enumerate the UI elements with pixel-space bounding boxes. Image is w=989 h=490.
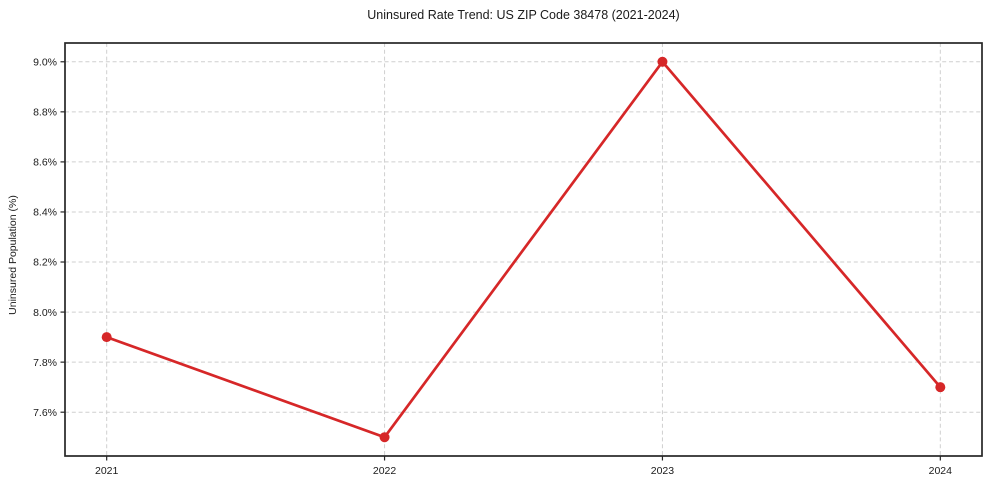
x-tick-label: 2021	[95, 465, 119, 477]
trend-line	[105, 60, 942, 439]
data-point-marker	[935, 382, 946, 393]
y-tick-label: 7.6%	[33, 407, 57, 419]
x-tick-label: 2022	[373, 465, 397, 477]
chart-title: Uninsured Rate Trend: US ZIP Code 38478 …	[367, 8, 680, 22]
data-point-marker	[657, 56, 668, 67]
data-point-marker	[101, 332, 112, 343]
x-tick-label: 2024	[929, 465, 953, 477]
y-tick-label: 8.4%	[33, 207, 57, 219]
y-tick-label: 7.8%	[33, 357, 57, 369]
y-tick-label: 8.2%	[33, 257, 57, 269]
plot-border	[64, 42, 983, 457]
y-tick-label: 9.0%	[33, 56, 57, 68]
y-tick-label: 8.8%	[33, 107, 57, 119]
x-tick-label: 2023	[651, 465, 675, 477]
y-tick-label: 8.6%	[33, 157, 57, 169]
data-point-marker	[379, 432, 390, 443]
y-tick-label: 8.0%	[33, 307, 57, 319]
